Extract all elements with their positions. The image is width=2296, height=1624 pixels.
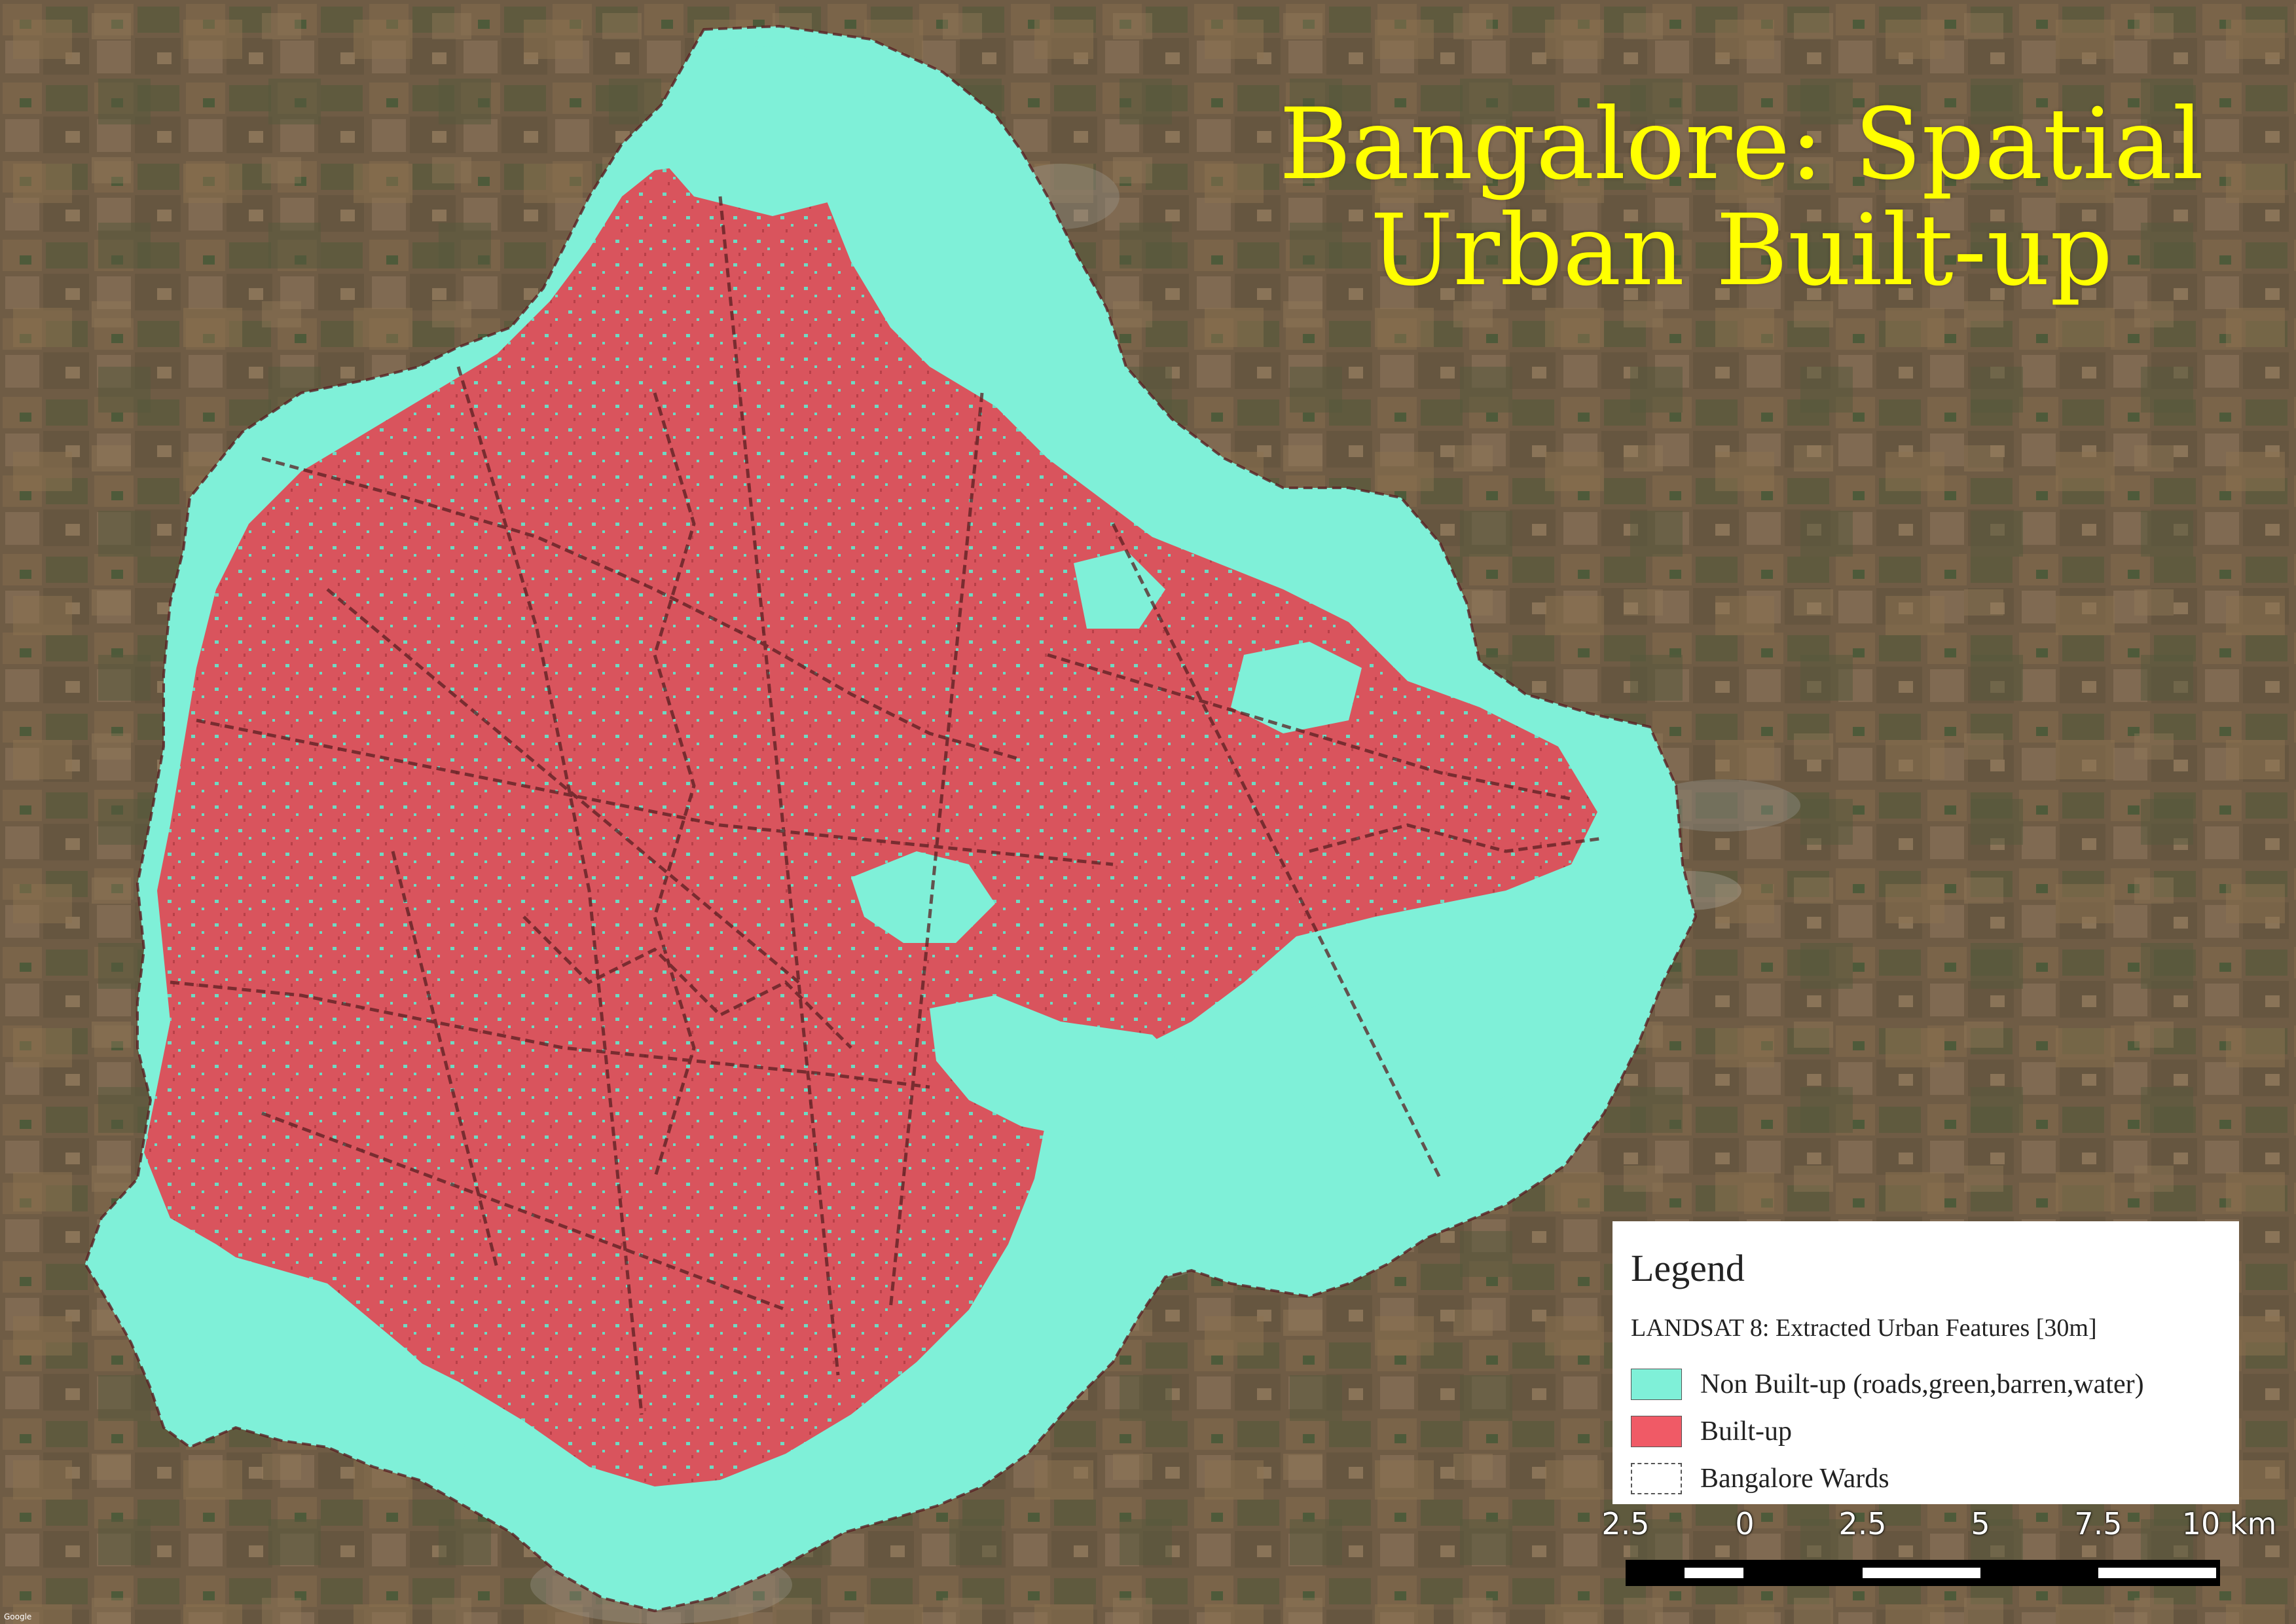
legend-panel: Legend LANDSAT 8: Extracted Urban Featur… — [1613, 1221, 2239, 1504]
legend-item-non-built-up: Non Built-up (roads,green,barren,water) — [1631, 1361, 2239, 1408]
legend-item-built-up: Built-up — [1631, 1408, 2239, 1455]
scale-label-2-5: 2.5 — [1838, 1506, 1887, 1541]
legend-label-built-up: Built-up — [1700, 1416, 1793, 1447]
non-built-up-swatch — [1631, 1369, 1682, 1400]
built-up-area — [144, 157, 1597, 1486]
legend-title: Legend — [1631, 1247, 1745, 1289]
scale-segment — [1685, 1568, 1743, 1578]
scale-bar-strip — [1626, 1560, 2220, 1586]
legend-item-wards: Bangalore Wards — [1631, 1455, 2239, 1502]
wards-boundary-swatch — [1631, 1463, 1682, 1494]
map-title-line-2: Urban Built-up — [1370, 194, 2113, 308]
legend-label-non-built-up: Non Built-up (roads,green,barren,water) — [1700, 1369, 2144, 1399]
scale-label-7-5: 7.5 — [2074, 1506, 2123, 1541]
legend-label-wards: Bangalore Wards — [1700, 1464, 1889, 1494]
map-title: Bangalore: Spatial Urban Built-up — [1231, 92, 2252, 304]
scale-segment — [2098, 1568, 2216, 1578]
legend-subtitle: LANDSAT 8: Extracted Urban Features [30m… — [1631, 1314, 2097, 1342]
scale-label-0: 0 — [1735, 1506, 1755, 1541]
scale-label-neg-2-5: 2.5 — [1601, 1506, 1650, 1541]
built-up-swatch — [1631, 1416, 1682, 1447]
scale-segment — [1863, 1568, 1980, 1578]
basemap-credit: Google — [4, 1612, 32, 1621]
scale-label-10-km: 10 km — [2181, 1506, 2277, 1541]
scale-bar: 2.5 0 2.5 5 7.5 10 km — [1601, 1506, 2295, 1598]
scale-label-5: 5 — [1971, 1506, 1990, 1541]
map-title-line-1: Bangalore: Spatial — [1279, 88, 2204, 202]
